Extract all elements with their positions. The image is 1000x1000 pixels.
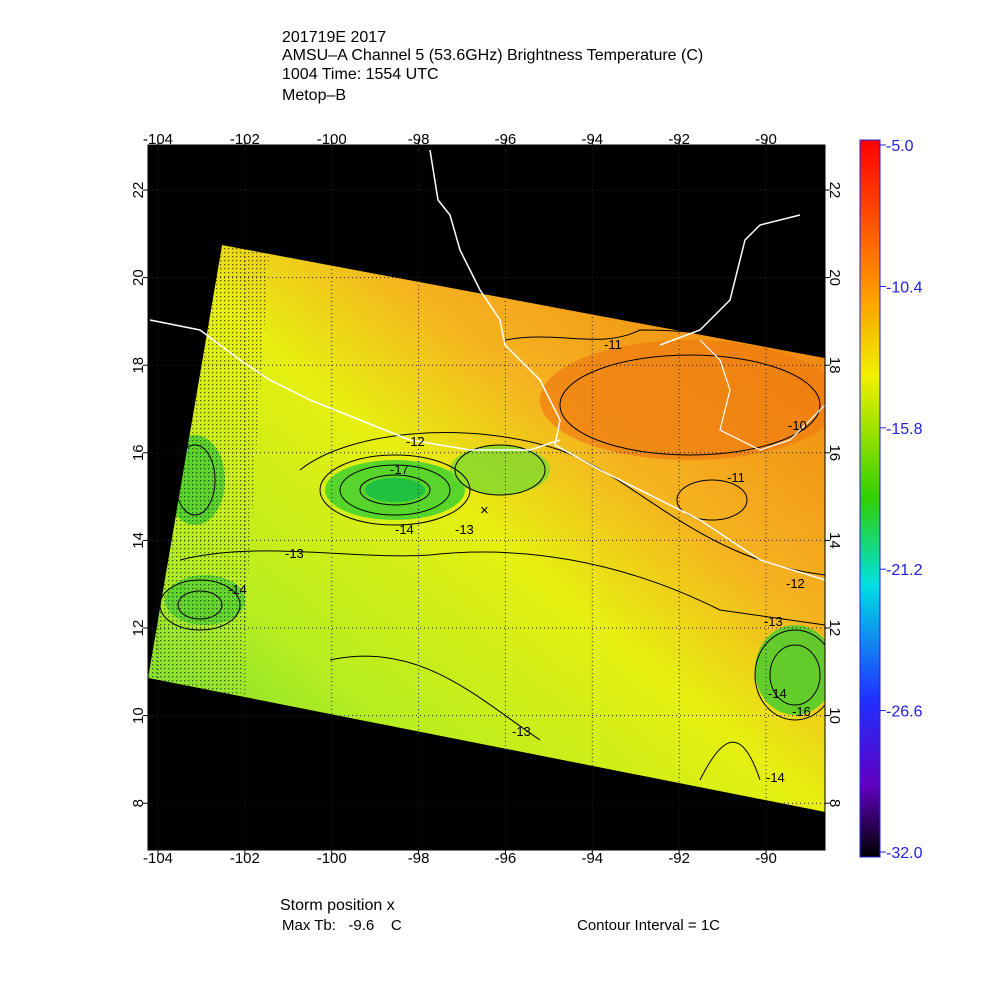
lat-tick-label: 18 xyxy=(130,357,147,374)
cold-region xyxy=(450,445,550,495)
header: 201719E 2017 AMSU–A Channel 5 (53.6GHz) … xyxy=(282,29,703,104)
contour-label: -13 xyxy=(455,522,474,537)
lat-tick-label: 22 xyxy=(130,182,147,199)
lat-tick-label: 8 xyxy=(826,799,843,807)
contour-label: -16 xyxy=(792,704,811,719)
lon-tick-label: -102 xyxy=(230,850,260,867)
lon-tick-label: -102 xyxy=(230,131,260,148)
warm-region xyxy=(540,340,825,460)
lon-tick-label: -96 xyxy=(495,131,517,148)
contour-label: -10 xyxy=(788,418,807,433)
lon-tick-label: -98 xyxy=(408,131,430,148)
cold-region xyxy=(755,625,825,715)
title-line: AMSU–A Channel 5 (53.6GHz) Brightness Te… xyxy=(282,47,703,64)
title-line: Metop–B xyxy=(282,87,346,104)
lon-tick-label: -90 xyxy=(755,131,777,148)
contour-label: -12 xyxy=(406,434,425,449)
coastline xyxy=(699,339,826,451)
coastline xyxy=(149,319,561,451)
cold-core xyxy=(365,478,425,502)
contour-label: -12 xyxy=(786,576,805,591)
graticule xyxy=(148,145,825,850)
storm-position-label: Storm position x xyxy=(280,897,395,914)
lon-tick-label: -92 xyxy=(668,850,690,867)
lat-tick-label: 10 xyxy=(826,707,843,724)
lat-tick-label: 14 xyxy=(130,532,147,549)
lat-tick-label: 16 xyxy=(130,444,147,461)
title-line: 1004 Time: 1554 UTC xyxy=(282,66,439,83)
colorbar-label: -21.2 xyxy=(886,562,923,579)
lon-tick-label: -104 xyxy=(143,131,173,148)
storm-marker: × xyxy=(480,502,489,519)
coastline xyxy=(429,149,826,581)
lat-tick-label: 14 xyxy=(826,532,843,549)
contours xyxy=(159,329,825,781)
colorbar-label: -10.4 xyxy=(886,279,923,296)
contour-label: -17 xyxy=(390,462,409,477)
contour-label: -13 xyxy=(285,546,304,561)
lat-tick-label: 12 xyxy=(130,620,147,637)
contour-label: -14 xyxy=(766,770,785,785)
title-line: 201719E 2017 xyxy=(282,29,386,46)
lat-tick-label: 12 xyxy=(826,620,843,637)
lon-tick-label: -100 xyxy=(317,850,347,867)
contour-label: -14 xyxy=(395,522,414,537)
lon-tick-label: -100 xyxy=(317,131,347,148)
lon-tick-label: -92 xyxy=(668,131,690,148)
lat-tick-label: 10 xyxy=(130,707,147,724)
lat-tick-label: 16 xyxy=(826,444,843,461)
lon-tick-label: -98 xyxy=(408,850,430,867)
contour-label: -11 xyxy=(727,470,745,485)
colorbar-label: -5.0 xyxy=(886,138,914,155)
contour-label: -14 xyxy=(768,686,787,701)
lat-tick-label: 22 xyxy=(826,182,843,199)
colorbar-label: -26.6 xyxy=(886,704,923,721)
colorbar-label: -32.0 xyxy=(886,845,923,862)
lon-tick-label: -90 xyxy=(755,850,777,867)
lon-tick-label: -94 xyxy=(581,131,603,148)
lat-tick-label: 20 xyxy=(826,269,843,286)
colorbar-label: -15.8 xyxy=(886,421,923,438)
lat-tick-label: 18 xyxy=(826,357,843,374)
contour-label: -11 xyxy=(604,337,622,352)
swath xyxy=(148,245,825,812)
map-frame xyxy=(147,144,826,851)
contour-label: -13 xyxy=(512,724,531,739)
max-tb: Max Tb: -9.6 C xyxy=(282,917,402,934)
colorbar xyxy=(859,139,881,858)
contour-interval: Contour Interval = 1C xyxy=(577,917,720,934)
lon-tick-label: -96 xyxy=(495,850,517,867)
contour-label: -14 xyxy=(228,582,247,597)
lon-tick-label: -94 xyxy=(581,850,603,867)
coastline xyxy=(659,214,801,346)
footer: Storm position x Max Tb: -9.6 C Contour … xyxy=(280,897,720,934)
lat-tick-label: 20 xyxy=(130,269,147,286)
lon-tick-label: -104 xyxy=(143,850,173,867)
contour-label: -13 xyxy=(764,614,783,629)
lat-tick-label: 8 xyxy=(130,799,147,807)
